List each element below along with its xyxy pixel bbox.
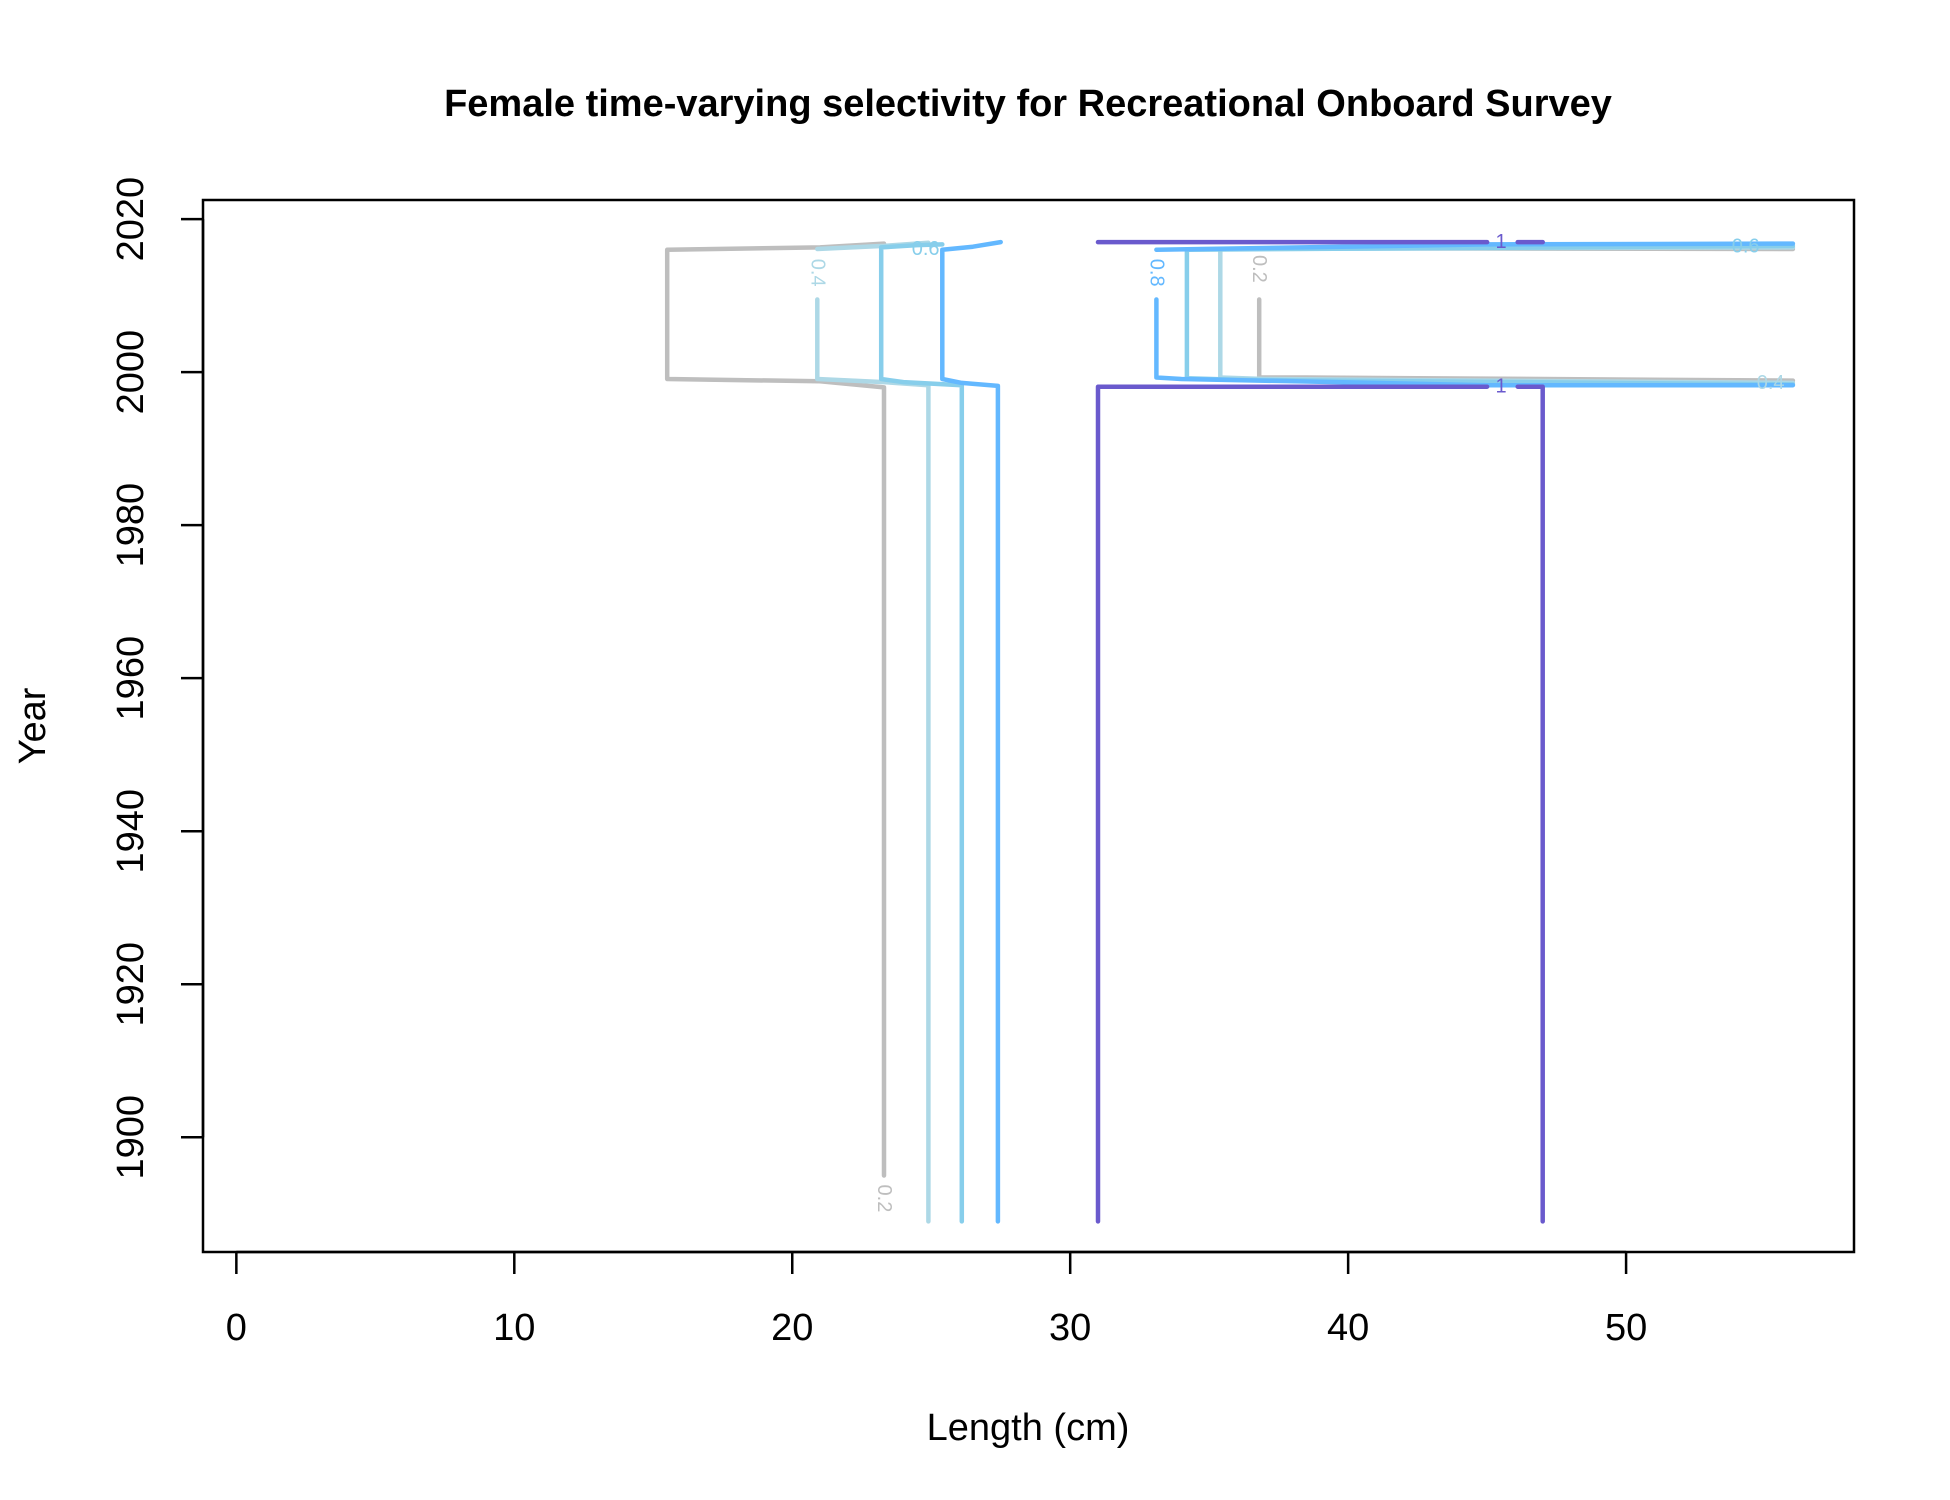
contour-0-4-line: [815, 297, 931, 1224]
contour-0-2-line: [1256, 297, 1796, 383]
contour-1-line: [1095, 384, 1490, 1224]
contour-0-4-label: 0.4: [806, 259, 828, 287]
contour-0-6-line: [1184, 247, 1796, 387]
x-tick-label: 0: [226, 1307, 247, 1349]
y-tick-label: 1920: [110, 942, 152, 1027]
y-tick-label: 2020: [110, 177, 152, 262]
contour-0-4-line: [1218, 246, 1796, 386]
contour-0-4-label: 0.4: [1757, 372, 1785, 394]
contour-0-2-line: [664, 241, 887, 1178]
contour-0-6-label: 0.6: [912, 238, 940, 260]
y-tick-label: 1940: [110, 789, 152, 874]
contour-1-line: [1515, 384, 1545, 1224]
contour-0-6-line: [878, 242, 965, 1224]
x-tick-label: 30: [1049, 1307, 1091, 1349]
chart-title: Female time-varying selectivity for Recr…: [444, 83, 1612, 125]
y-tick-label: 1960: [110, 636, 152, 721]
x-axis-label: Length (cm): [927, 1407, 1130, 1449]
contour-0-2-label: 0.2: [873, 1185, 895, 1213]
plot-frame: [201, 198, 1856, 1254]
contour-0-6-label: 0.6: [1732, 236, 1760, 258]
contour-1-label: 1: [1495, 231, 1506, 253]
y-tick-label: 1900: [110, 1095, 152, 1180]
x-axis: 0 10 20 30 40 50: [226, 1250, 1647, 1349]
x-tick-label: 40: [1327, 1307, 1369, 1349]
contour-1-label: 1: [1495, 376, 1506, 398]
contour-labels: 0.2 0.2 0.4 0.4 0.6 0.6 0.8 1 1: [806, 231, 1784, 1212]
y-axis: 1900 1920 1940 1960 1980 2000 2020: [110, 177, 205, 1180]
y-tick-label: 2000: [110, 330, 152, 415]
contour-0-8-line: [940, 239, 1003, 1224]
x-tick-label: 10: [493, 1307, 535, 1349]
x-tick-label: 20: [771, 1307, 813, 1349]
contour-0-8-line: [1154, 297, 1796, 388]
contour-0-8-label: 0.8: [1145, 259, 1167, 287]
y-axis-label: Year: [12, 687, 54, 764]
contour-0-2-label: 0.2: [1248, 255, 1270, 283]
x-tick-label: 50: [1605, 1307, 1647, 1349]
y-tick-label: 1980: [110, 483, 152, 568]
contour-lines: [664, 239, 1796, 1224]
contour-0-8-line: [1154, 241, 1796, 252]
